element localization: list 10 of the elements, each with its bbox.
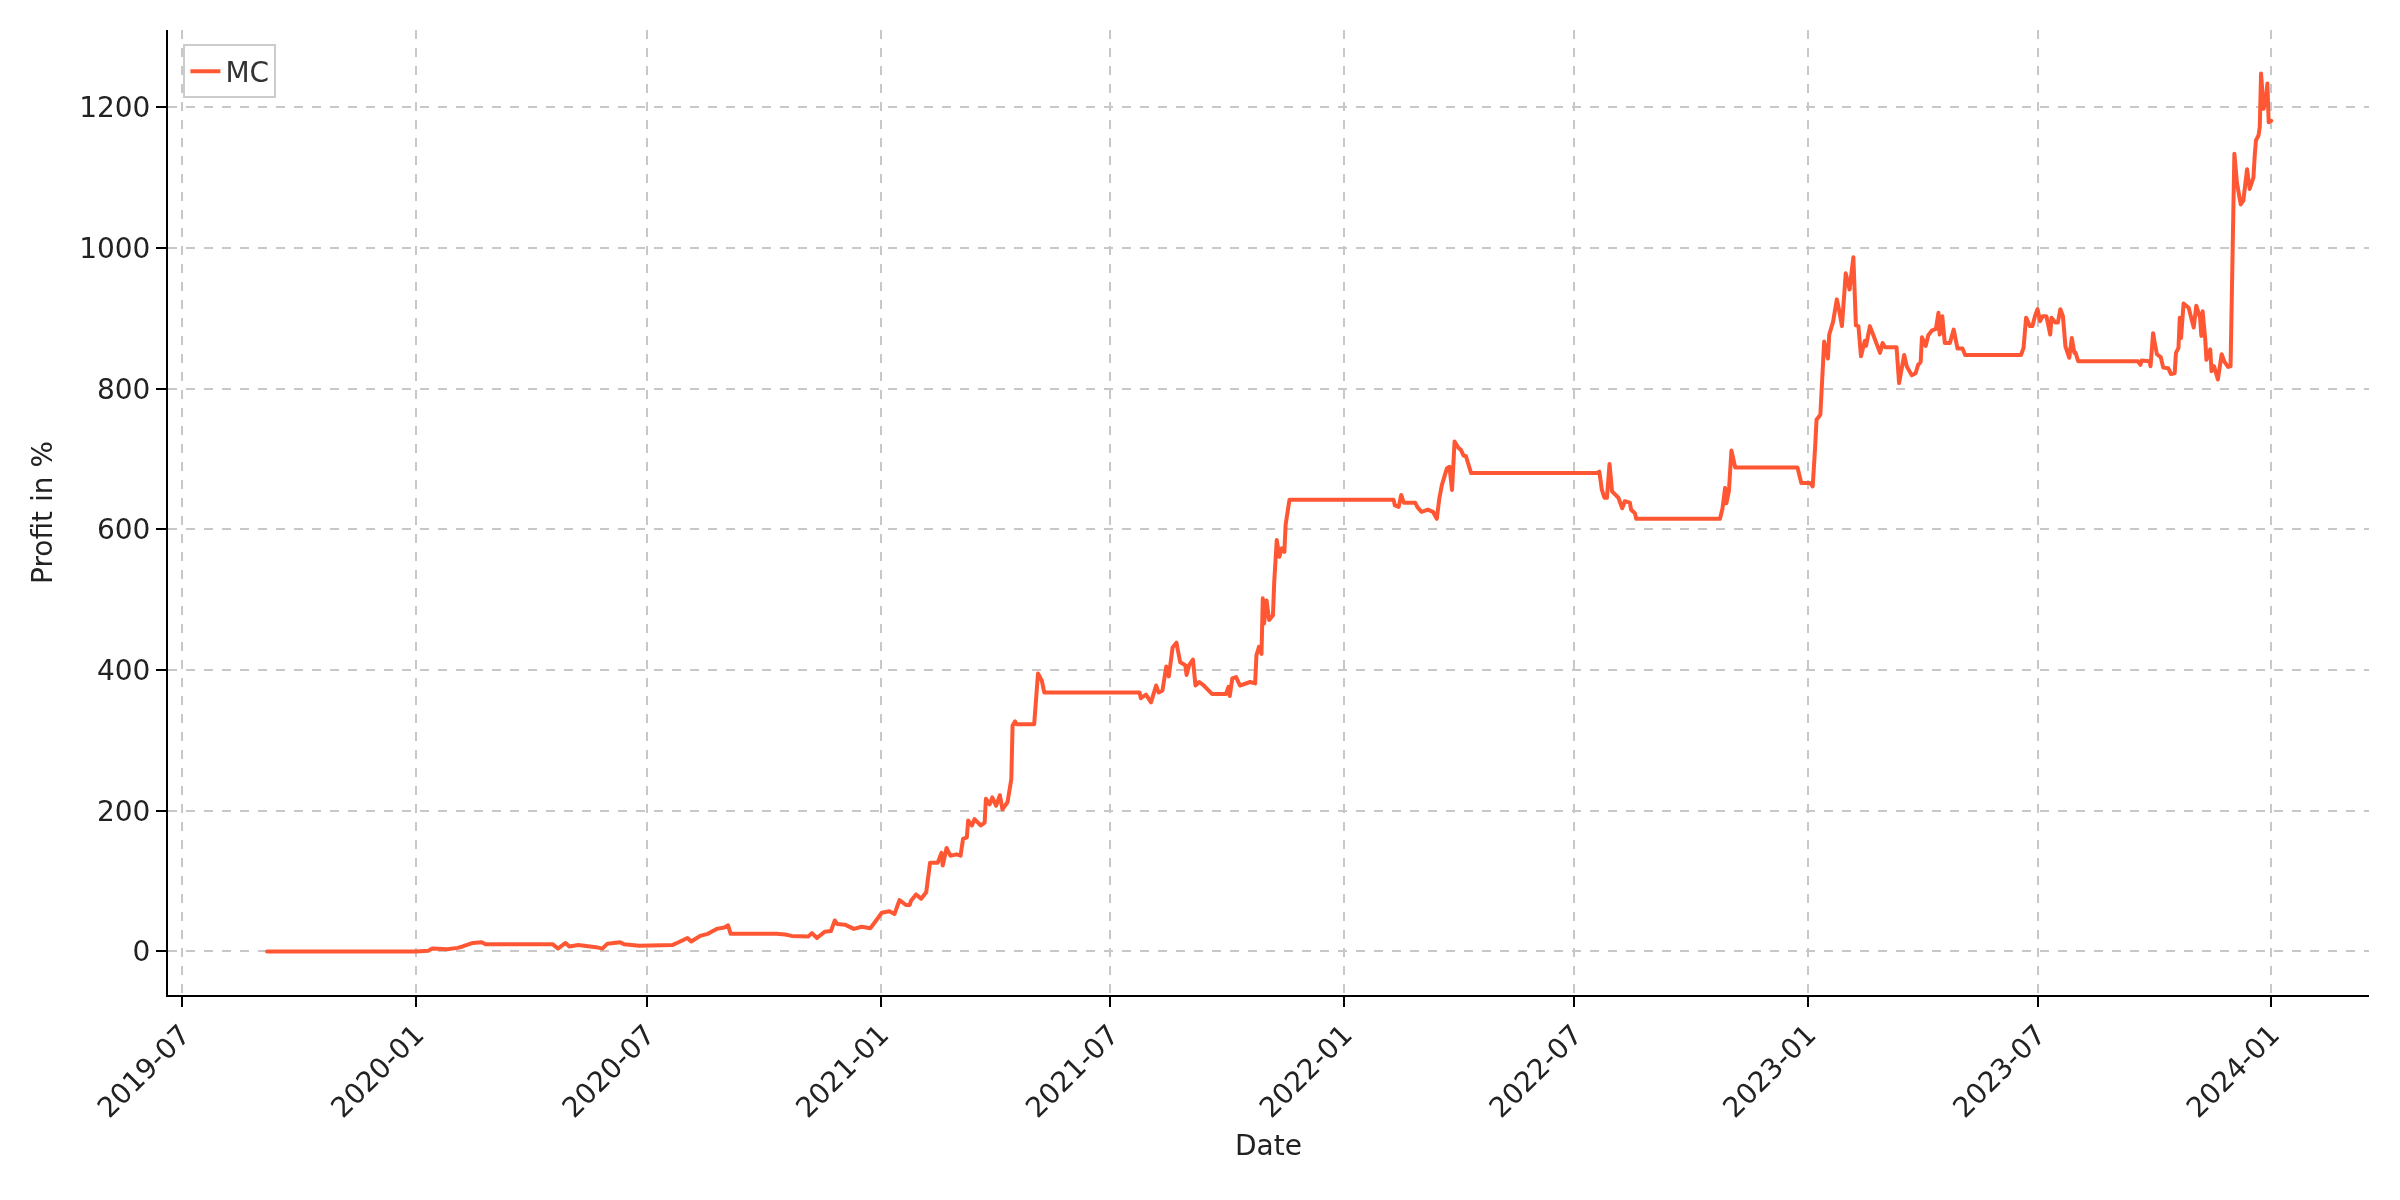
x-axis-title: Date [1235,1128,1302,1162]
y-tick-label: 1200 [79,91,151,125]
y-tick-label: 800 [96,372,151,406]
y-axis-title: Profit in % [26,441,60,584]
y-tick-label: 200 [96,794,151,828]
y-tick-label: 0 [132,935,151,969]
legend-label: MC [225,56,270,90]
y-tick-label: 600 [96,513,151,547]
y-tick-label: 1000 [79,231,151,265]
y-tick-label: 400 [96,653,151,687]
